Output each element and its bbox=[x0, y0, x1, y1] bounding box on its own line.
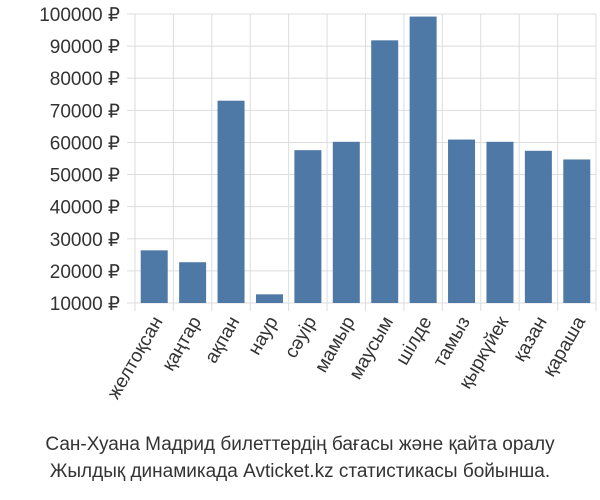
bar-сәуір bbox=[294, 150, 322, 303]
bar-қазан bbox=[524, 150, 552, 303]
x-tick-label: наур bbox=[244, 313, 283, 359]
caption-line-1: Сан-Хуана Мадрид билеттердің бағасы және… bbox=[45, 434, 555, 455]
bars bbox=[140, 16, 591, 304]
y-tick-label: 50000 ₽ bbox=[50, 166, 120, 187]
x-tick-label: сәуір bbox=[281, 313, 321, 362]
bar-қараша bbox=[563, 159, 591, 303]
x-tick-label: ақпан bbox=[201, 313, 244, 367]
y-tick-label: 10000 ₽ bbox=[50, 294, 120, 315]
bar-желтоқсан bbox=[140, 250, 168, 303]
y-tick-label: 40000 ₽ bbox=[50, 198, 120, 219]
bar-қыркүйек bbox=[486, 141, 514, 303]
price-bar-chart: 10000 ₽ 20000 ₽ 30000 ₽ 40000 ₽ 50000 ₽ 60000… bbox=[39, 5, 597, 403]
y-tick-label: 60000 ₽ bbox=[50, 133, 120, 154]
x-tick-label: қаңтар bbox=[158, 313, 206, 375]
y-tick-label: 100000 ₽ bbox=[39, 5, 120, 26]
y-tick-label: 30000 ₽ bbox=[50, 230, 120, 251]
y-tick-label: 70000 ₽ bbox=[50, 101, 120, 122]
bar-наур bbox=[255, 294, 283, 303]
grid-lines bbox=[127, 13, 597, 311]
y-tick-label: 80000 ₽ bbox=[50, 69, 120, 90]
y-axis-tick-labels: 10000 ₽ 20000 ₽ 30000 ₽ 40000 ₽ 50000 ₽ 60000… bbox=[39, 5, 120, 315]
x-tick-label: желтоқсан bbox=[104, 313, 168, 403]
bar-ақпан bbox=[217, 100, 245, 303]
bar-қаңтар bbox=[179, 262, 207, 303]
caption-line-2: Жылдық динамикада Avticket.kz статистика… bbox=[49, 461, 551, 482]
y-tick-label: 20000 ₽ bbox=[50, 262, 120, 283]
bar-шілде bbox=[409, 16, 437, 304]
y-tick-label: 90000 ₽ bbox=[50, 37, 120, 58]
bar-мамыр bbox=[332, 141, 360, 303]
bar-тамыз bbox=[448, 139, 476, 303]
bar-маусым bbox=[371, 40, 399, 303]
